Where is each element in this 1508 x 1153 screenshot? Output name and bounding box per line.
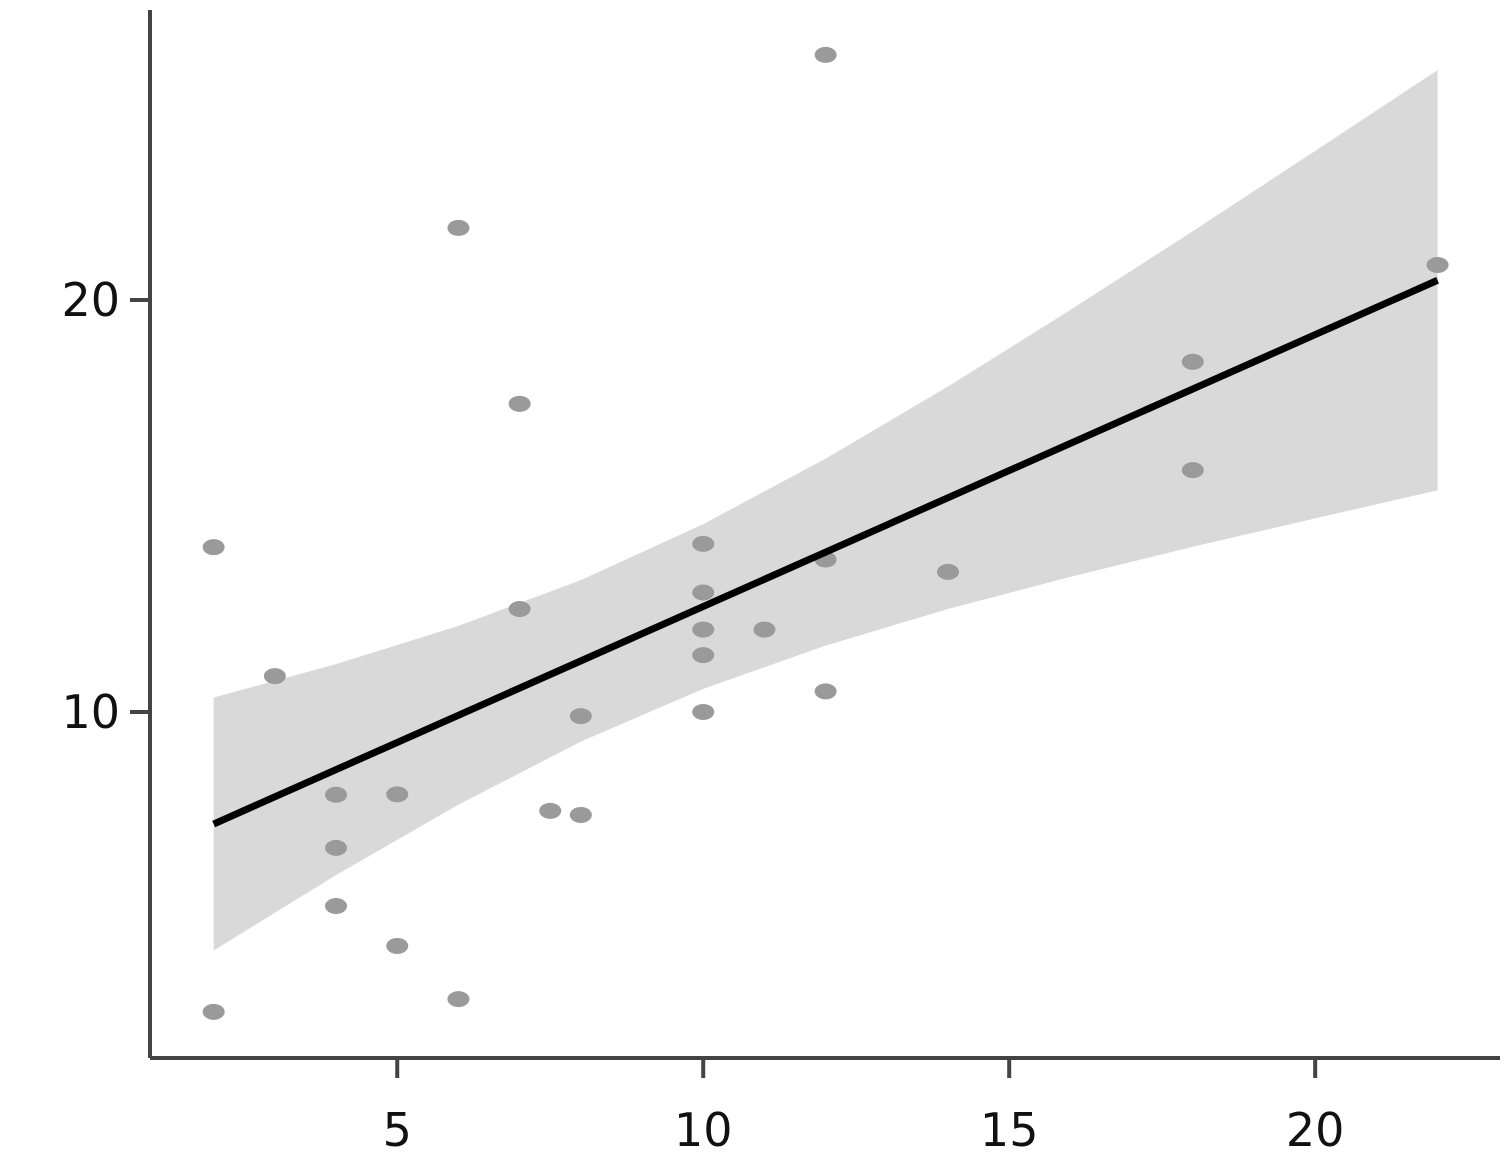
point [692, 621, 715, 638]
point [325, 786, 348, 803]
x-tick-label: 15 [980, 1103, 1039, 1153]
point [569, 806, 592, 823]
point [692, 535, 715, 552]
point [263, 668, 286, 685]
x-tick-label: 5 [383, 1103, 412, 1153]
point [447, 991, 470, 1008]
point [325, 839, 348, 856]
point [814, 683, 837, 700]
point [447, 219, 470, 236]
point [692, 584, 715, 601]
point [692, 703, 715, 720]
confidence-band [213, 70, 1438, 951]
point [202, 1003, 225, 1020]
point [569, 708, 592, 725]
x-tick-label: 20 [1286, 1103, 1345, 1153]
point [753, 621, 776, 638]
point [692, 647, 715, 664]
y-tick-label: 10 [61, 685, 120, 739]
point [1181, 462, 1204, 479]
fit-line [212, 277, 1440, 828]
point [814, 46, 837, 63]
point [386, 937, 409, 954]
y-tick-label: 20 [61, 273, 120, 327]
point [1181, 353, 1204, 370]
point [202, 539, 225, 556]
point [937, 563, 960, 580]
point [508, 395, 531, 412]
point [386, 786, 409, 803]
point [1426, 256, 1449, 273]
point [539, 802, 562, 819]
point [325, 897, 348, 914]
point [508, 600, 531, 617]
x-tick-label: 10 [674, 1103, 733, 1153]
